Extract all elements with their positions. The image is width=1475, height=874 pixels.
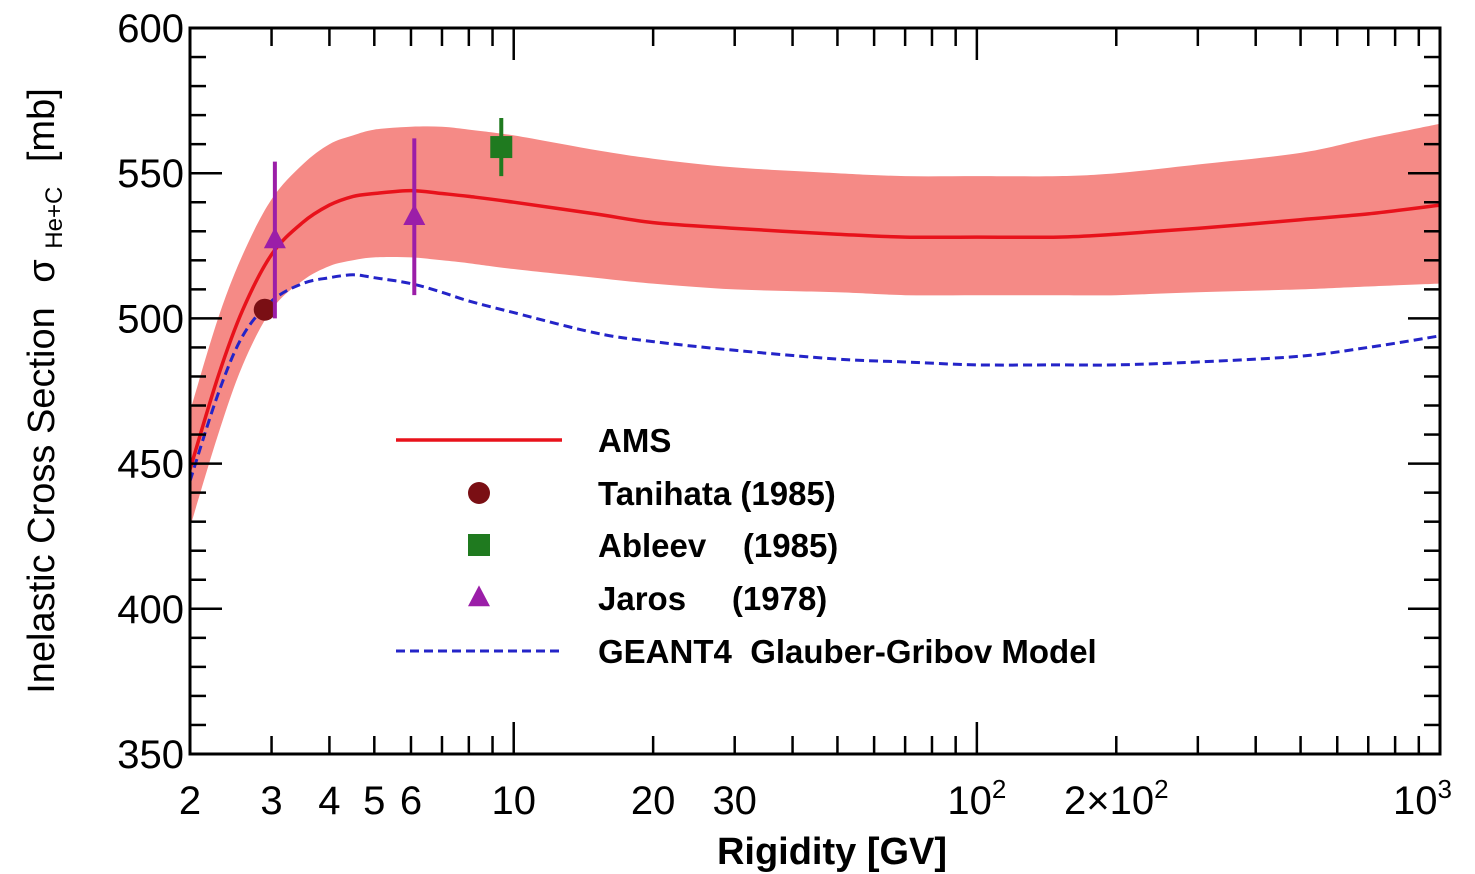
y-axis-title-main: Inelastic Cross Section — [21, 307, 63, 694]
y-tick-label-450: 450 — [117, 443, 184, 487]
y-tick-label-350: 350 — [117, 733, 184, 777]
legend-label-geant4-glauber-gribov-model: GEANT4 Glauber-Gribov Model — [598, 633, 1097, 670]
tanihata-1985-point-0 — [253, 298, 276, 321]
legend-label-jaros-1978: Jaros (1978) — [598, 580, 827, 617]
y-tick-label-500: 500 — [117, 297, 184, 341]
jaros-1978-point-0 — [263, 227, 286, 249]
ableev-1985-point-0 — [490, 136, 513, 159]
legend-label-ableev-1985: Ableev (1985) — [598, 527, 838, 564]
x-tick-label-5: 5 — [363, 779, 385, 823]
y-tick-label-550: 550 — [117, 152, 184, 196]
legend-label-tanihata-1985: Tanihata (1985) — [598, 475, 836, 512]
geant4-glauber-gribov-model-line — [190, 273, 1440, 482]
legend-swatch-jaros-1978 — [468, 585, 490, 607]
y-tick-label-400: 400 — [117, 588, 184, 632]
y-axis-title-symbol: σ — [21, 259, 63, 282]
legend-swatch-tanihata-1985 — [468, 482, 490, 504]
x-tick-label-3: 3 — [260, 779, 282, 823]
y-axis-title: Inelastic Cross Section σ He+C [mb] — [21, 88, 71, 694]
x-tick-label-102: 102 — [947, 774, 1006, 823]
x-tick-label-103: 103 — [1393, 774, 1452, 823]
x-tick-label-10: 10 — [491, 779, 536, 823]
x-tick-label-4: 4 — [318, 779, 340, 823]
y-tick-label-600: 600 — [117, 7, 184, 51]
x-tick-label-2: 2 — [179, 779, 201, 823]
jaros-1978-point-1 — [403, 204, 426, 226]
x-axis-title: Rigidity [GV] — [717, 831, 947, 873]
x-tick-label-6: 6 — [400, 779, 422, 823]
legend-label-ams: AMS — [598, 422, 671, 459]
legend-swatch-ableev-1985 — [468, 534, 490, 556]
plot-area — [190, 118, 1440, 528]
ams-line — [190, 188, 1440, 470]
legend: AMS Tanihata (1985) Ableev (1985) Jaros (19… — [396, 422, 1097, 670]
x-tick-label-2-102: 2×102 — [1064, 774, 1169, 823]
x-tick-label-30: 30 — [712, 779, 757, 823]
ams-uncertainty-band — [190, 123, 1440, 528]
y-axis-title-subscript: He+C — [41, 187, 68, 249]
x-tick-label-20: 20 — [631, 779, 676, 823]
plot-frame — [188, 26, 1442, 756]
y-axis-title-unit: [mb] — [21, 88, 63, 162]
